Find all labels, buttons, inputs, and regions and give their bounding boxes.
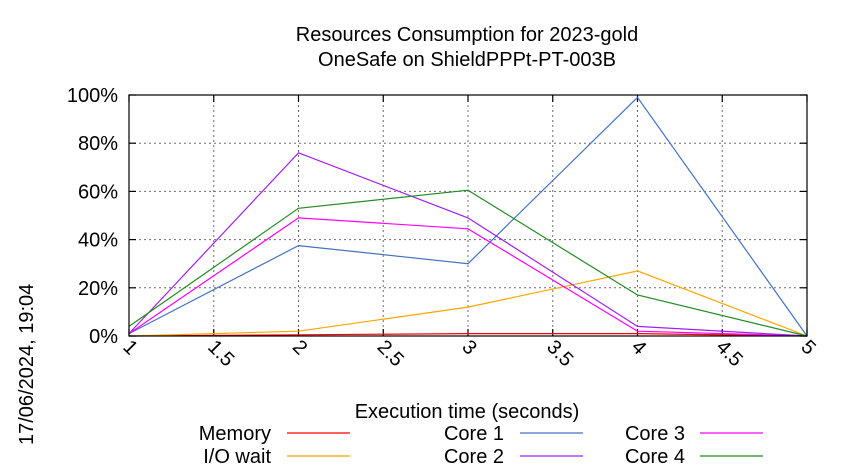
y-tick-label: 100% bbox=[67, 85, 118, 107]
series-line-core-3 bbox=[128, 217, 808, 337]
x-tick-label: 2 bbox=[288, 336, 311, 359]
grid bbox=[129, 95, 807, 336]
x-tick-label: 2.5 bbox=[373, 336, 408, 371]
chart-title: Resources Consumption for 2023-gold bbox=[296, 24, 638, 46]
series-line-i-o-wait bbox=[128, 270, 808, 337]
x-tick-label: 4 bbox=[627, 336, 650, 359]
timestamp-label: 17/06/2024, 19:04 bbox=[16, 284, 38, 445]
legend-label-memory: Memory bbox=[199, 423, 271, 445]
x-tick-label: 3.5 bbox=[542, 336, 577, 371]
y-axis-ticks: 0% 20% 40% 60% 80% 100% bbox=[67, 85, 807, 348]
legend-label-core-2: Core 2 bbox=[444, 446, 504, 468]
series-line-core-1 bbox=[128, 96, 808, 337]
x-tick-label: 5 bbox=[796, 336, 819, 359]
x-tick-label: 3 bbox=[457, 336, 480, 359]
y-tick-label: 0% bbox=[89, 326, 118, 348]
series-line-memory bbox=[128, 333, 808, 337]
chart-subtitle: OneSafe on ShieldPPPt-PT-003B bbox=[318, 49, 616, 71]
plot-frame bbox=[128, 94, 808, 337]
series-line-core-4 bbox=[128, 189, 808, 337]
series-line-core-2 bbox=[128, 152, 808, 337]
y-tick-label: 60% bbox=[78, 181, 118, 203]
legend-label-i-o-wait: I/O wait bbox=[203, 446, 271, 468]
legend-label-core-4: Core 4 bbox=[625, 446, 685, 468]
y-tick-label: 20% bbox=[78, 278, 118, 300]
x-tick-label: 4.5 bbox=[712, 336, 747, 371]
y-tick-label: 40% bbox=[78, 230, 118, 252]
legend-label-core-1: Core 1 bbox=[444, 423, 504, 445]
plot-series bbox=[128, 96, 808, 337]
x-tick-label: 1 bbox=[118, 336, 141, 359]
x-axis-label: Execution time (seconds) bbox=[355, 401, 580, 423]
legend-label-core-3: Core 3 bbox=[625, 423, 685, 445]
x-tick-label: 1.5 bbox=[203, 336, 238, 371]
y-tick-label: 80% bbox=[78, 133, 118, 155]
